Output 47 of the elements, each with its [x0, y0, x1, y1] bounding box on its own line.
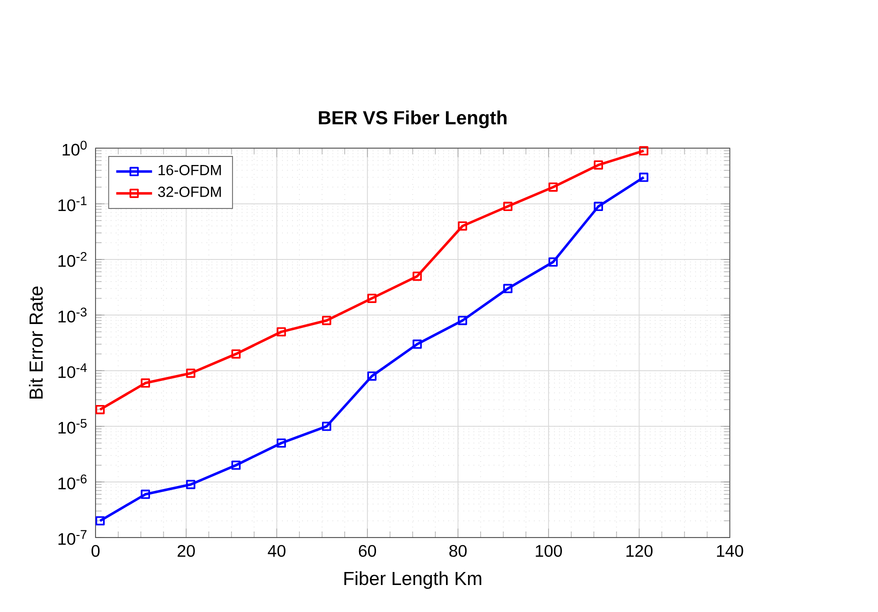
x-tick-label: 140 — [717, 544, 744, 557]
point — [503, 284, 512, 294]
point — [594, 202, 604, 211]
point — [367, 294, 377, 303]
y-tick-label: 10$^{-5}$ — [58, 418, 87, 434]
y-tick-label: 10$^{-3}$ — [58, 308, 87, 322]
point — [367, 371, 377, 381]
point — [503, 202, 512, 211]
x-axis-title: Fiber Length Km — [344, 571, 482, 589]
point — [276, 438, 286, 448]
x-tick-label: 40 — [268, 544, 286, 557]
point — [322, 422, 332, 431]
legend-label: 16-OFDM — [158, 164, 221, 176]
point — [95, 516, 105, 526]
point — [140, 378, 150, 388]
point — [548, 182, 558, 192]
x-tick-label: 80 — [449, 544, 467, 557]
point — [458, 221, 468, 230]
point — [186, 480, 196, 490]
point — [548, 257, 558, 267]
point — [140, 490, 150, 499]
x-tick-label: 120 — [626, 544, 653, 557]
point — [412, 271, 422, 281]
y-tick-label: 10$^{-6}$ — [58, 474, 87, 490]
x-tick-label: 60 — [358, 544, 376, 557]
point — [276, 327, 286, 336]
point — [639, 172, 648, 182]
point — [322, 316, 332, 325]
point — [639, 146, 648, 156]
point — [458, 316, 468, 325]
y-tick-label: 10$^{-2}$ — [58, 252, 86, 267]
y-axis-title: Bit Error Rate — [28, 286, 43, 398]
x-tick-label: 20 — [178, 544, 195, 557]
y-tick-label: 10$^{-7}$ — [58, 530, 86, 545]
y-tick-label: 10$^{-1}$ — [58, 196, 86, 212]
legend-label: 32-OFDM — [158, 186, 221, 197]
point — [95, 404, 105, 414]
point — [186, 368, 196, 378]
x-tick-label: 100 — [536, 544, 562, 557]
x-tick-label: 0 — [92, 544, 100, 557]
point — [231, 460, 241, 470]
point — [594, 160, 604, 170]
y-tick-label: 10$^{-4}$ — [58, 363, 87, 378]
point — [231, 349, 241, 358]
y-tick-label: 10$^{0}$ — [62, 140, 87, 156]
point — [412, 339, 422, 349]
chart-title: BER VS Fiber Length — [318, 110, 506, 128]
